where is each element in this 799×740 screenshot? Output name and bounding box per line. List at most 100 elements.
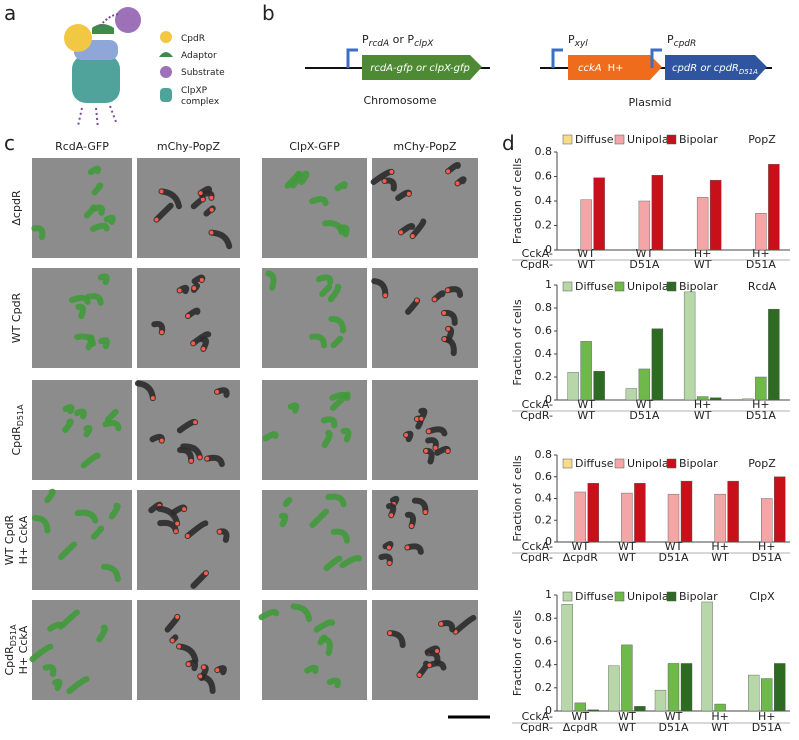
- bar: [709, 397, 722, 401]
- cell: [73, 408, 87, 420]
- cell: [329, 391, 351, 401]
- cell: [290, 603, 313, 623]
- cell: [416, 660, 430, 679]
- row-label: CpdRD51A: [10, 404, 25, 456]
- legend-label: Substrate: [181, 68, 225, 78]
- cell: [321, 430, 333, 449]
- row-label-text: H+ CckA: [17, 625, 30, 674]
- pole-focus: [150, 396, 155, 401]
- cell: [328, 315, 347, 334]
- bar: [625, 388, 638, 401]
- x-tick-label: H+: [758, 540, 776, 553]
- bar: [774, 663, 786, 712]
- pole-focus: [410, 234, 415, 239]
- legend-swatch: [666, 591, 677, 602]
- cell: [91, 204, 106, 216]
- gene-arrow: [568, 55, 662, 80]
- pole-focus: [405, 545, 410, 550]
- legend-swatch: [562, 281, 573, 292]
- bar: [714, 493, 726, 543]
- cell: [100, 563, 121, 583]
- x-tick-label: WT: [665, 540, 683, 553]
- cell: [190, 331, 212, 347]
- cell: [103, 214, 116, 225]
- cell: [85, 334, 95, 351]
- y-tick-label: 0.4: [535, 658, 553, 671]
- legend-label: Diffuse: [575, 590, 614, 603]
- pole-focus: [414, 416, 419, 421]
- x-tick-label: WT: [571, 540, 589, 553]
- y-tick-label: 0.8: [535, 301, 553, 314]
- pole-focus: [387, 561, 392, 566]
- pole-focus: [175, 521, 180, 526]
- row-label-text: WT CpdR: [10, 292, 23, 343]
- x-tick-label: D51A: [752, 551, 782, 564]
- pole-focus: [442, 311, 447, 316]
- cell: [282, 497, 293, 508]
- gene-label: cckA H+: [578, 63, 624, 74]
- cell: [98, 337, 110, 350]
- cell: [102, 420, 122, 432]
- y-tick-label: 0.6: [535, 324, 553, 337]
- cell: [404, 543, 424, 555]
- y-tick-label: 1: [545, 278, 552, 291]
- pole-focus: [406, 191, 411, 196]
- y-tick-label: 0.2: [535, 681, 553, 694]
- cell: [134, 380, 156, 402]
- bar: [587, 709, 599, 712]
- pole-focus: [423, 510, 428, 515]
- pole-focus: [191, 341, 196, 346]
- row-label-text: ΔcpdR: [10, 190, 23, 226]
- cell: [83, 424, 93, 438]
- charts: PopZ Fraction of cells 0 0.2 0.4 0.6 0.8 CckA- W…: [511, 133, 790, 734]
- x-tick-label: WT: [618, 551, 636, 564]
- row-label-text: CpdR: [10, 426, 23, 456]
- legend-swatch: [614, 591, 625, 602]
- y-tick-label: 0.6: [535, 634, 553, 647]
- x-tick-label: WT: [711, 721, 729, 734]
- cell: [108, 502, 121, 520]
- bar: [574, 702, 586, 712]
- x-tick-label: D51A: [629, 409, 659, 422]
- legend-label: Bipolar: [679, 280, 718, 293]
- y-tick-label: 0.4: [535, 347, 553, 360]
- gene-label: rcdA-gfp or clpX-gfp: [370, 63, 470, 74]
- bar: [567, 372, 579, 401]
- cell: [184, 520, 209, 540]
- cell: [309, 333, 327, 349]
- x-tick-label: WT: [694, 409, 712, 422]
- cell: [29, 643, 54, 663]
- pole-focus: [442, 336, 447, 341]
- bar: [761, 678, 773, 712]
- pole-focus: [201, 665, 206, 670]
- legend-label: Diffuse: [575, 280, 614, 293]
- cell: [153, 202, 174, 223]
- cell: [68, 294, 91, 305]
- x-tick-label: WT: [636, 247, 654, 260]
- cell: [409, 218, 427, 240]
- pole-focus: [409, 524, 414, 529]
- pole-focus: [439, 621, 444, 626]
- bar: [755, 213, 767, 251]
- bar: [593, 177, 605, 251]
- cell: [298, 170, 310, 186]
- cell: [371, 278, 389, 299]
- cell: [96, 624, 108, 643]
- cell: [315, 274, 334, 285]
- pole-focus: [426, 429, 431, 434]
- x-tick-label: WT: [577, 247, 595, 260]
- x-tick-label: WT: [694, 258, 712, 271]
- cell: [309, 196, 329, 207]
- cell: [327, 283, 342, 303]
- legend-icon: [160, 66, 172, 78]
- pole-focus: [446, 169, 451, 174]
- pole-focus: [209, 195, 214, 200]
- x-tick-label: WT: [577, 258, 595, 271]
- legend-swatch: [614, 458, 625, 469]
- cell: [309, 508, 329, 529]
- cell: [47, 621, 64, 632]
- bar: [742, 398, 754, 401]
- cell: [97, 273, 110, 286]
- bar: [714, 703, 726, 712]
- chart-title: PopZ: [748, 457, 776, 470]
